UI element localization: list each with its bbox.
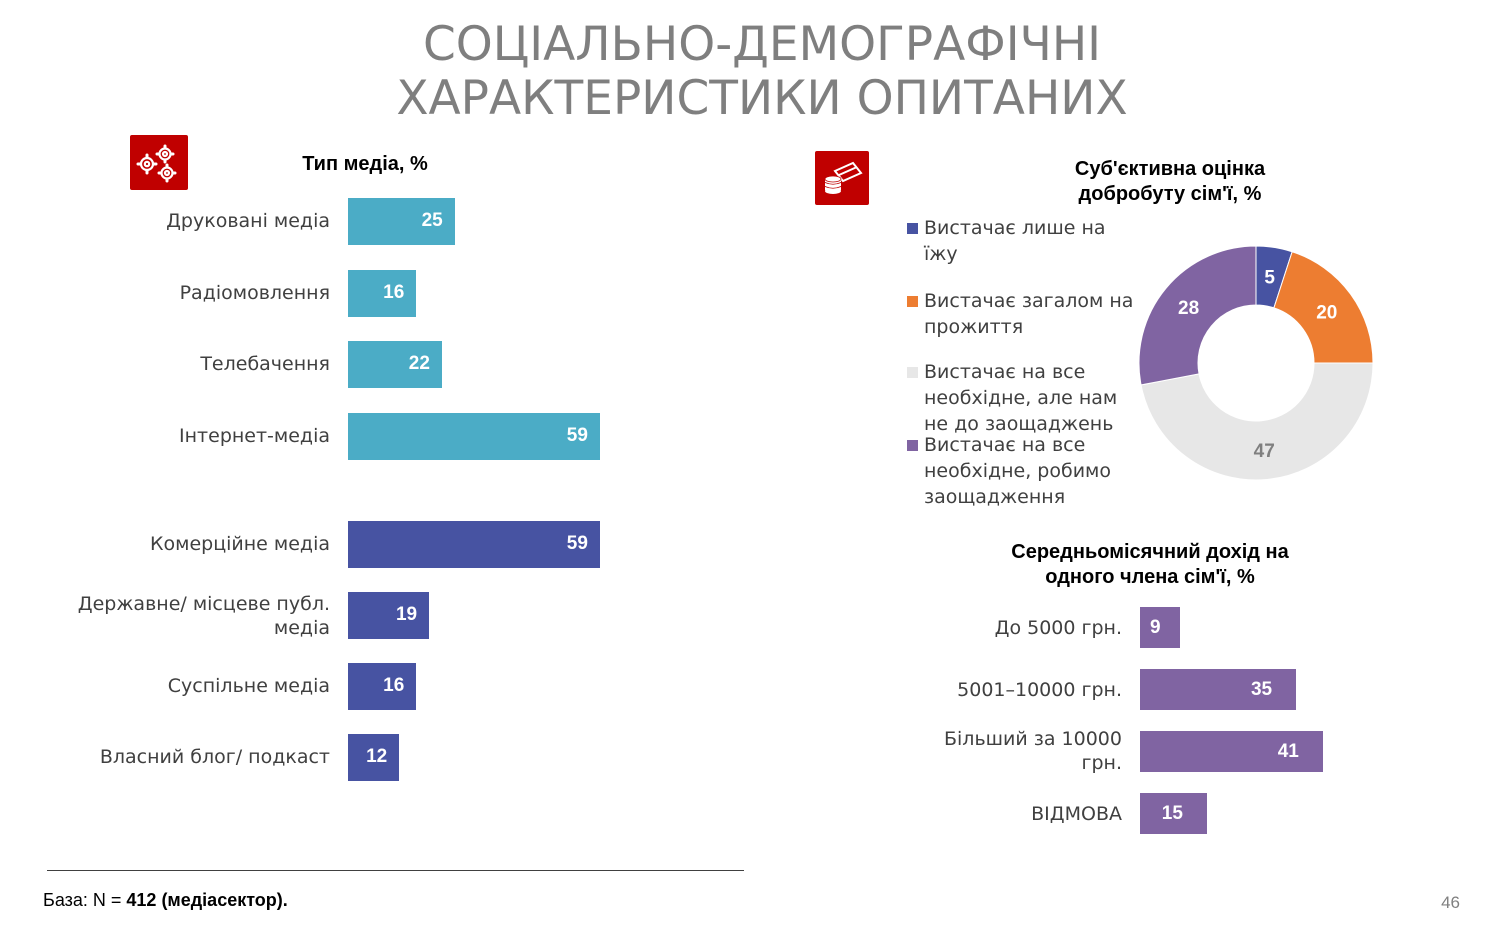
income-bar [1140, 669, 1297, 710]
legend-item-label: Вистачає на все необхідне, робимо заощад… [924, 434, 1112, 508]
income-bar-value: 15 [1161, 803, 1183, 824]
donut-slice [1138, 245, 1257, 386]
media-category-label: Радіомовлення [179, 282, 330, 304]
footer-base: База: N = 412 (медіасектор). [43, 890, 288, 911]
page-number: 46 [1441, 893, 1460, 912]
media-bar [348, 270, 417, 317]
media-bar [348, 663, 417, 710]
media-bar-value: 19 [395, 604, 418, 625]
footer-base-value: 412 (медіасектор). [126, 890, 288, 910]
income-bar-value: 9 [1150, 617, 1161, 638]
legend-item-label: Вистачає лише на їжу [924, 217, 1106, 265]
income-chart-title: Середньомісячний дохід на одного члена с… [1011, 541, 1289, 588]
media-bar-value: 25 [421, 210, 443, 231]
media-bar [348, 198, 455, 245]
media-category-label: Друковані медіа [166, 210, 330, 232]
media-bar [348, 521, 600, 568]
money-coins-icon [815, 151, 869, 205]
income-category-label: До 5000 грн. [994, 617, 1122, 639]
media-chart-title: Тип медіа, % [302, 153, 428, 175]
income-bar-value: 35 [1250, 679, 1273, 700]
media-bar [348, 592, 430, 639]
media-category-label: Власний блог/ подкаст [99, 746, 330, 768]
donut-slice [1140, 362, 1374, 481]
media-bar [348, 734, 400, 781]
media-bar-value: 22 [408, 353, 430, 374]
donut-slice-label: 5 [1264, 268, 1275, 289]
gears-icon [130, 135, 188, 190]
welfare-donut-chart: 5 20 47 28 [1138, 245, 1374, 481]
donut-slice [1273, 251, 1374, 364]
media-bar [348, 341, 442, 388]
footer-divider [47, 870, 744, 871]
page-title: СОЦІАЛЬНО-ДЕМОГРАФІЧНІ ХАРАКТЕРИСТИКИ ОП… [0, 18, 1500, 126]
donut-slice-label: 28 [1178, 298, 1199, 319]
legend-item-label: Вистачає загалом на прожиття [924, 290, 1134, 338]
donut-slice-label: 20 [1316, 303, 1337, 324]
legend-swatch [907, 296, 918, 307]
legend-swatch [907, 367, 918, 378]
income-category-label: ВІДМОВА [1031, 803, 1122, 825]
page-title-line-2: ХАРАКТЕРИСТИКИ ОПИТАНИХ [396, 71, 1128, 126]
media-category-label: Комерційне медіа [150, 533, 330, 555]
income-category-label: Більший за 10000 грн. [943, 728, 1122, 774]
income-bar [1140, 607, 1181, 648]
media-category-label: Суспільне медіа [167, 675, 330, 697]
media-bar-value: 12 [366, 746, 388, 767]
page-title-line-1: СОЦІАЛЬНО-ДЕМОГРАФІЧНІ [422, 17, 1102, 72]
media-category-label: Телебачення [200, 353, 330, 375]
media-bar-value: 59 [566, 533, 588, 554]
donut-slice-label: 47 [1254, 441, 1275, 462]
legend-swatch [907, 440, 918, 451]
media-category-label: Інтернет-медіа [179, 425, 330, 447]
footer-base-prefix: База: N = [43, 890, 127, 910]
income-bar [1140, 793, 1207, 834]
welfare-chart-title: Суб'єктивна оцінка добробуту сім'ї, % [1074, 158, 1266, 205]
income-bar [1140, 731, 1323, 772]
legend-item-label: Вистачає на все необхідне, але нам не до… [924, 361, 1118, 435]
income-category-label: 5001–10000 грн. [957, 679, 1122, 701]
media-bar-value: 16 [383, 675, 405, 696]
legend-swatch [907, 223, 918, 234]
media-bar-value: 16 [383, 282, 405, 303]
income-bar-value: 41 [1277, 741, 1299, 762]
media-bar [348, 413, 600, 460]
media-bar-value: 59 [566, 425, 588, 446]
media-category-label: Державне/ місцеве публ. медіа [77, 593, 330, 639]
